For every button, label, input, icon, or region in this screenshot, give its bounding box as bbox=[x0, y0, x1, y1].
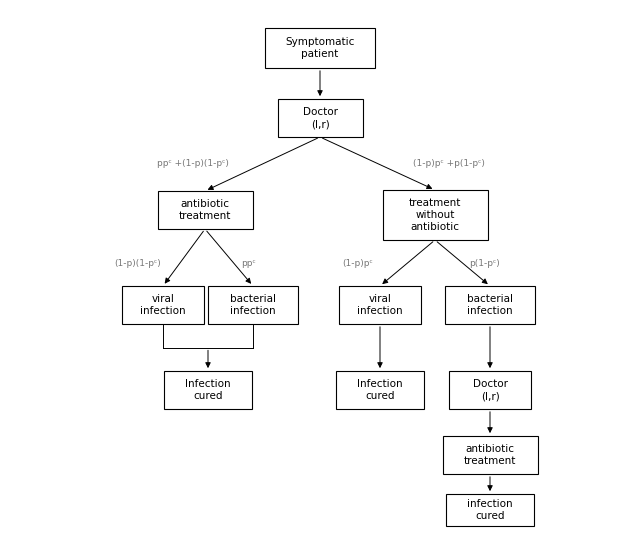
Text: bacterial
infection: bacterial infection bbox=[230, 294, 276, 316]
Text: Doctor
(l,r): Doctor (l,r) bbox=[302, 107, 337, 129]
FancyBboxPatch shape bbox=[445, 286, 535, 324]
Text: p(1-pᶜ): p(1-pᶜ) bbox=[468, 258, 499, 268]
FancyBboxPatch shape bbox=[446, 494, 534, 526]
FancyBboxPatch shape bbox=[336, 371, 424, 409]
Text: viral
infection: viral infection bbox=[357, 294, 403, 316]
FancyBboxPatch shape bbox=[442, 436, 537, 474]
Text: ppᶜ: ppᶜ bbox=[242, 258, 256, 268]
Text: Infection
cured: Infection cured bbox=[357, 379, 403, 401]
Text: Symptomatic
patient: Symptomatic patient bbox=[285, 37, 355, 59]
Text: treatment
without
antibiotic: treatment without antibiotic bbox=[409, 198, 461, 232]
Text: infection
cured: infection cured bbox=[467, 499, 513, 521]
FancyBboxPatch shape bbox=[383, 190, 488, 240]
FancyBboxPatch shape bbox=[277, 99, 362, 137]
FancyBboxPatch shape bbox=[208, 286, 298, 324]
Text: (1-p)(1-pᶜ): (1-p)(1-pᶜ) bbox=[114, 258, 162, 268]
FancyBboxPatch shape bbox=[122, 286, 204, 324]
Text: antibiotic
treatment: antibiotic treatment bbox=[464, 444, 516, 466]
Text: Doctor
(l,r): Doctor (l,r) bbox=[472, 379, 507, 401]
FancyBboxPatch shape bbox=[265, 28, 375, 68]
FancyBboxPatch shape bbox=[339, 286, 421, 324]
Text: Infection
cured: Infection cured bbox=[185, 379, 231, 401]
Text: viral
infection: viral infection bbox=[140, 294, 186, 316]
Text: (1-p)pᶜ +p(1-pᶜ): (1-p)pᶜ +p(1-pᶜ) bbox=[413, 159, 485, 168]
FancyBboxPatch shape bbox=[157, 191, 252, 229]
Text: bacterial
infection: bacterial infection bbox=[467, 294, 513, 316]
FancyBboxPatch shape bbox=[164, 371, 252, 409]
Text: (1-p)pᶜ: (1-p)pᶜ bbox=[343, 258, 373, 268]
FancyBboxPatch shape bbox=[449, 371, 531, 409]
Text: ppᶜ +(1-p)(1-pᶜ): ppᶜ +(1-p)(1-pᶜ) bbox=[157, 159, 229, 168]
Text: antibiotic
treatment: antibiotic treatment bbox=[179, 199, 231, 221]
